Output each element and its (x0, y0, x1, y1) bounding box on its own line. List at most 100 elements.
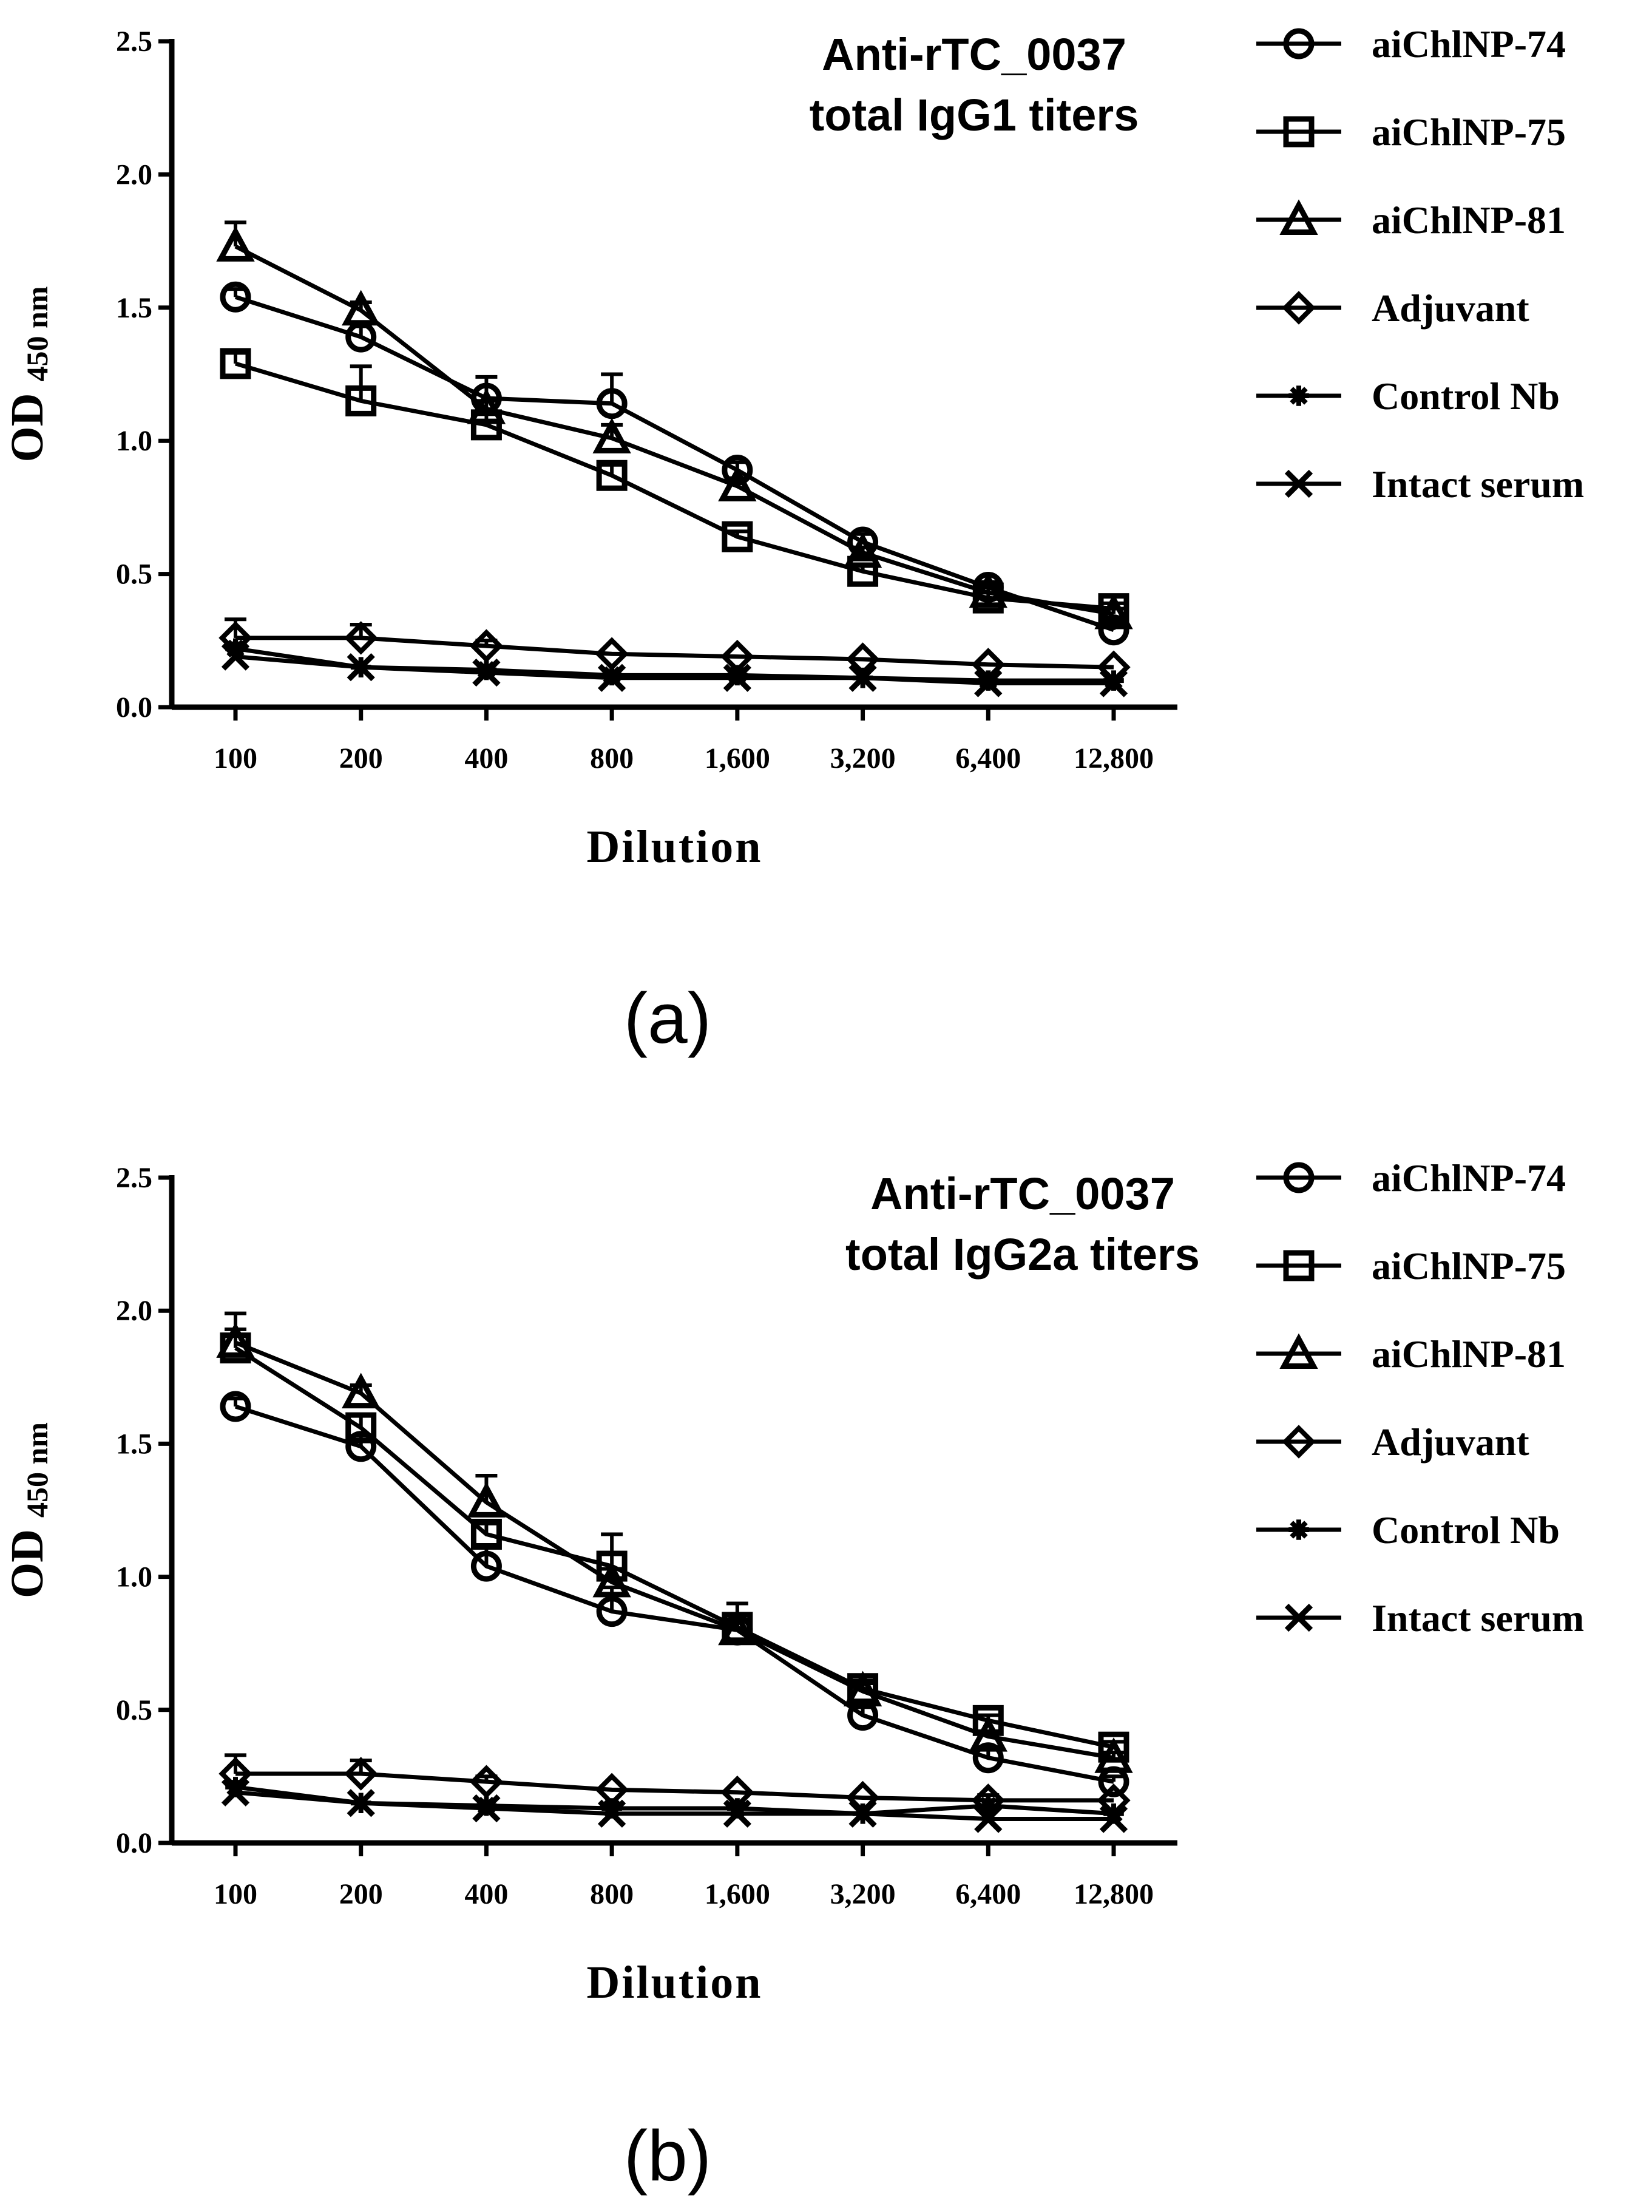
data-point (220, 1391, 251, 1422)
x-axis-title: Dilution (586, 1957, 762, 2008)
series-aichlnp-75 (220, 348, 1129, 625)
chart-title: Anti-rTC_0037 (822, 29, 1126, 80)
y-tick-label: 0.5 (116, 1694, 152, 1726)
data-point (1099, 1805, 1128, 1833)
data-point (848, 663, 877, 692)
series-line (234, 1340, 1114, 1760)
legend-label: aiChlNP-81 (1372, 198, 1566, 242)
data-point (848, 1799, 877, 1828)
legend-marker (1288, 385, 1309, 406)
data-point (723, 663, 751, 692)
y-axis-title: OD 450 nm (2, 287, 54, 463)
data-point (345, 1431, 377, 1462)
legend-marker (1284, 1603, 1313, 1632)
legend-marker (1279, 199, 1318, 236)
data-point (969, 1716, 1007, 1752)
data-point (974, 669, 1003, 697)
x-tick-label: 100 (214, 742, 257, 775)
legend-label: aiChlNP-81 (1372, 1332, 1566, 1376)
series-line (235, 636, 1114, 670)
panel-label: (a) (624, 979, 711, 1059)
data-point (221, 1778, 250, 1807)
series-line (235, 1771, 1114, 1803)
chart-1: 0.0 0.5 1.0 1.5 2.0 2.5 100 200 400 800 1,600 3,200… (2, 22, 1584, 1059)
data-point (347, 1789, 375, 1817)
legend-label: Adjuvant (1372, 287, 1529, 330)
x-tick-label: 12,800 (1074, 1878, 1154, 1910)
data-point (342, 290, 381, 326)
data-point (469, 1765, 504, 1799)
x-tick-label: 100 (214, 1878, 257, 1910)
data-point (592, 418, 631, 453)
data-point (969, 572, 1007, 608)
data-point (1094, 1737, 1133, 1773)
x-tick-label: 400 (464, 1878, 508, 1910)
series-line (234, 244, 1114, 616)
data-point (470, 1550, 502, 1582)
legend-label: Control Nb (1372, 375, 1560, 418)
chart-title: total IgG2a titers (845, 1229, 1200, 1280)
data-point (718, 466, 757, 501)
legend-label: aiChlNP-74 (1372, 1156, 1566, 1199)
data-point (596, 1596, 628, 1627)
data-point (467, 1482, 506, 1518)
series-line (235, 361, 1114, 611)
legend-marker (1283, 1250, 1315, 1281)
legend-label: Intact serum (1372, 1596, 1584, 1640)
legend-marker (1283, 116, 1315, 148)
x-tick-label: 3,200 (830, 1878, 896, 1910)
data-point (843, 532, 882, 568)
data-point (221, 642, 250, 671)
legend-item: aiChlNP-81 (1256, 198, 1566, 242)
series-line (235, 1790, 1114, 1822)
data-point (1098, 614, 1129, 646)
y-tick-label: 1.0 (116, 425, 152, 457)
legend-label: aiChlNP-75 (1372, 110, 1566, 154)
legend-marker (1283, 1162, 1315, 1193)
legend-item: aiChlNP-75 (1256, 1244, 1566, 1288)
data-point (472, 658, 501, 687)
legend-item: Intact serum (1256, 463, 1584, 506)
data-point (470, 1518, 502, 1550)
data-point (598, 663, 626, 692)
x-axis-title: Dilution (586, 821, 762, 872)
data-point (345, 1412, 377, 1444)
legend-label: aiChlNP-75 (1372, 1244, 1566, 1288)
data-point (467, 388, 506, 424)
legend-label: Adjuvant (1372, 1420, 1529, 1464)
chart-title: Anti-rTC_0037 (870, 1169, 1175, 1219)
data-point (469, 629, 504, 663)
x-tick-label: 200 (339, 742, 383, 775)
data-point (1098, 1731, 1129, 1763)
data-point (596, 388, 628, 419)
data-point (342, 1372, 381, 1409)
data-point (974, 1805, 1003, 1833)
series-line (234, 1346, 1114, 1749)
series-aichlnp-81 (216, 220, 1133, 629)
data-point (216, 226, 255, 262)
data-point (592, 1561, 631, 1598)
legend-item: aiChlNP-81 (1256, 1332, 1566, 1376)
x-tick-label: 6,400 (955, 742, 1021, 775)
data-point (345, 385, 377, 416)
legend-item: Control Nb (1256, 375, 1560, 418)
legend-marker (1288, 1519, 1309, 1540)
data-point (344, 1757, 378, 1791)
x-tick-label: 400 (464, 742, 508, 775)
data-point (843, 1671, 882, 1707)
series-aichlnp-81 (216, 1322, 1133, 1773)
legend-marker (1282, 1425, 1316, 1459)
chart-2: 0.0 0.5 1.0 1.5 2.0 2.5 100 200 400 800 1,600 3,200… (2, 1156, 1584, 2196)
legend-marker (1282, 291, 1316, 325)
legend-item: Control Nb (1256, 1508, 1560, 1552)
legend-label: Intact serum (1372, 463, 1584, 506)
legend: aiChlNP-74 aiChlNP-75 aiChlNP-81 Adjuvant Co… (1256, 1156, 1584, 1640)
y-tick-label: 0.5 (116, 558, 152, 591)
series-line (234, 1404, 1114, 1784)
x-tick-label: 12,800 (1074, 742, 1154, 775)
data-point (1099, 669, 1128, 697)
legend-marker (1279, 1333, 1318, 1369)
legend-marker (1284, 469, 1313, 498)
y-tick-label: 2.5 (116, 25, 152, 58)
legend-marker (1283, 28, 1315, 59)
